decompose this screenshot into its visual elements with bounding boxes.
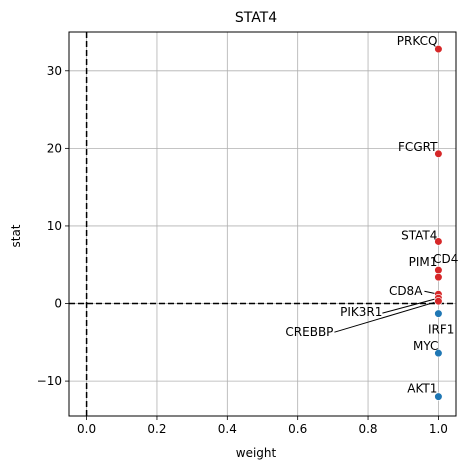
data-point: [434, 392, 443, 401]
chart-title: STAT4: [235, 10, 277, 26]
point-label: AKT1: [407, 382, 437, 396]
y-axis-label: stat: [9, 224, 23, 247]
y-tick-label: 0: [54, 297, 62, 311]
annotation-leader-line: [382, 297, 439, 314]
annotation-leader-line: [334, 300, 439, 333]
data-point: [434, 149, 443, 158]
data-point: [434, 273, 443, 282]
point-label: CD4: [433, 252, 458, 266]
point-label: IRF1: [428, 323, 454, 337]
point-label: STAT4: [401, 228, 437, 242]
x-axis-label: weight: [236, 446, 277, 460]
annotation-leaders: [334, 268, 439, 333]
data-point: [434, 44, 443, 54]
y-tick-label: 10: [47, 219, 62, 233]
data-point: [434, 297, 443, 306]
point-label: PIK3R1: [340, 305, 382, 319]
x-tick-label: 0.4: [218, 422, 237, 436]
y-tick-label: 20: [47, 141, 62, 155]
x-tick-label: 0.6: [288, 422, 307, 436]
axis-ticks: 0.0 0.2 0.4 0.6 0.8 1.0 −10 0 10 20 30: [37, 64, 448, 436]
grid: [69, 32, 456, 416]
data-point: [434, 309, 443, 318]
point-label: MYC: [413, 339, 438, 353]
reference-lines: [69, 32, 456, 416]
x-tick-label: 1.0: [429, 422, 448, 436]
point-label: PRKCQ: [397, 34, 438, 48]
x-tick-label: 0.2: [147, 422, 166, 436]
y-tick-label: −10: [37, 374, 62, 388]
data-point: [434, 349, 443, 358]
x-tick-label: 0.8: [358, 422, 377, 436]
point-label: PIM1: [409, 255, 438, 269]
point-label: CREBBP: [285, 325, 333, 339]
point-label: FCGRT: [398, 140, 438, 154]
data-points: [434, 44, 443, 401]
x-tick-label: 0.0: [77, 422, 96, 436]
data-point: [434, 237, 443, 246]
plot-frame: [68, 31, 457, 417]
y-tick-label: 30: [47, 64, 62, 78]
point-label: CD8A: [389, 284, 423, 298]
